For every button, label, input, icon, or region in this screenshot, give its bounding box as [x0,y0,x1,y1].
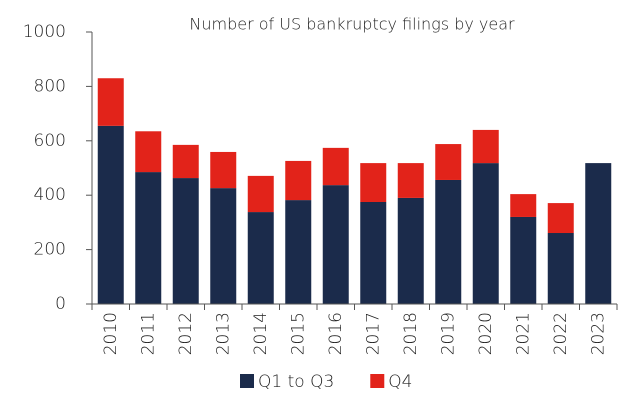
bar-segment [247,212,274,304]
x-tick-label: 2012 [176,312,196,355]
bar-segment [285,200,312,304]
bar-segment [472,129,499,164]
x-tick-label: 2023 [588,312,608,355]
x-tick-label: 2018 [401,312,421,355]
chart-title: Number of US bankruptcy filings by year [189,15,515,34]
y-tick-label: 400 [34,185,66,205]
bar-segment [172,144,199,179]
x-tick-label: 2022 [551,312,571,355]
x-tick-label: 2013 [213,312,233,355]
bar-segment [97,78,124,126]
bar-segment [135,131,162,173]
legend-swatch [240,374,254,388]
bar-segment [510,216,537,304]
y-tick-label: 200 [34,240,66,260]
bar-segment [397,163,424,198]
y-tick-label: 0 [55,294,66,314]
x-tick-label: 2019 [438,312,458,355]
y-tick-label: 600 [34,131,66,151]
x-tick-label: 2017 [363,312,383,355]
y-tick-label: 800 [34,76,66,96]
bar-segment [585,163,612,304]
x-tick-label: 2021 [513,312,533,355]
x-tick-label: 2011 [138,312,158,355]
bar-segment [435,144,462,180]
bar-segment [210,188,237,304]
bar-segment [360,202,387,304]
x-tick-label: 2016 [326,312,346,355]
bar-segment [172,178,199,304]
bar-segment [510,194,537,217]
bar-segment [135,172,162,304]
x-tick-label: 2014 [251,312,271,355]
bar-segment [97,125,124,304]
legend-label: Q4 [388,372,412,392]
bar-segment [360,163,387,202]
bar-segment [472,163,499,304]
x-tick-label: 2010 [101,312,121,355]
bar-segment [210,151,237,189]
bar-segment [547,203,574,234]
bar-segment [247,175,274,213]
legend-swatch [370,374,385,388]
x-tick-label: 2020 [476,312,496,355]
bar-segment [397,197,424,304]
bar-segment [322,185,349,304]
bar-segment [547,233,574,304]
x-tick-label: 2015 [288,312,308,355]
bar-segment [285,160,312,201]
bar-segment [435,179,462,304]
bar-segment [322,147,349,186]
legend-label: Q1 to Q3 [258,372,334,392]
y-tick-label: 1000 [23,22,66,42]
